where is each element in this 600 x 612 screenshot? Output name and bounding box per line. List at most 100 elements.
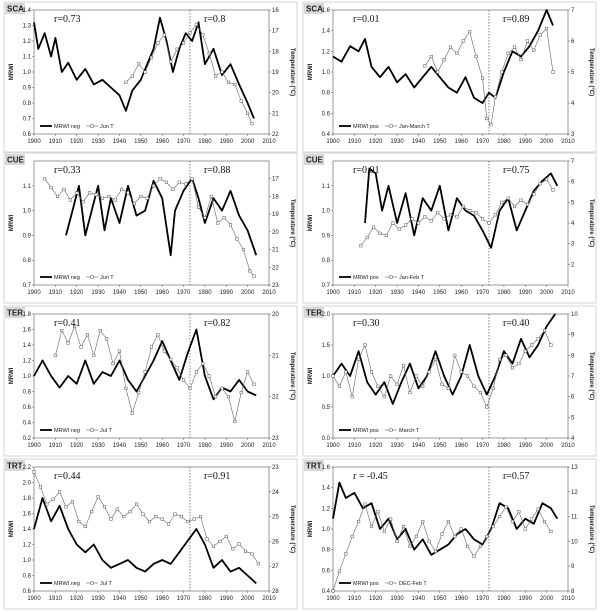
- y2-tick-label: 26: [272, 539, 279, 545]
- x-tick-label: 1910: [348, 290, 362, 296]
- series-point-temperature: [145, 196, 149, 200]
- x-tick-label: 1960: [455, 139, 469, 145]
- series-point-temperature: [173, 512, 177, 516]
- series-point-temperature: [107, 194, 111, 198]
- series-point-temperature: [102, 505, 107, 509]
- site-label: CUE: [7, 156, 25, 165]
- series-point-temperature: [513, 45, 517, 49]
- x-tick-label: 1960: [156, 443, 170, 449]
- legend-label-mrwi: MRWI pos: [353, 581, 379, 587]
- r-late-label: r=0.40: [503, 318, 529, 329]
- y2-axis-label: Temperature (°C): [588, 505, 594, 553]
- series-point-temperature: [53, 353, 57, 357]
- x-tick-label: 1920: [369, 443, 383, 449]
- x-tick-label: 1960: [455, 596, 469, 602]
- x-tick-label: 1930: [390, 139, 404, 145]
- x-tick-label: 1900: [27, 596, 41, 602]
- series-point-temperature: [147, 520, 151, 524]
- series-point-temperature: [179, 515, 183, 519]
- series-point-temperature: [545, 27, 549, 31]
- r-early-label: r=0.41: [54, 318, 80, 329]
- y-tick-label: 0.6: [23, 589, 32, 595]
- series-point-temperature: [141, 512, 145, 516]
- x-tick-label: 1950: [134, 139, 148, 145]
- x-tick-label: 1960: [156, 596, 170, 602]
- x-tick-label: 1950: [433, 443, 447, 449]
- series-point-temperature: [448, 213, 453, 217]
- x-tick-label: 1940: [412, 139, 426, 145]
- series-point-temperature: [94, 193, 98, 197]
- r-early-label: r=0.01: [353, 165, 379, 176]
- series-point-temperature: [43, 177, 47, 181]
- series-point-temperature: [466, 374, 470, 378]
- x-tick-label: 1970: [476, 443, 490, 449]
- legend-label-mrwi: MRWI neg: [54, 124, 80, 130]
- y-tick-label: 0.0: [322, 436, 331, 442]
- x-tick-label: 1920: [369, 290, 383, 296]
- x-tick-label: 2010: [262, 443, 276, 449]
- x-tick-label: 2000: [540, 290, 554, 296]
- x-tick-label: 2000: [540, 443, 554, 449]
- x-tick-label: 1940: [113, 596, 127, 602]
- y2-tick-label: 7: [571, 159, 575, 165]
- x-tick-label: 1970: [476, 290, 490, 296]
- series-point-temperature: [96, 495, 100, 499]
- series-point-temperature: [162, 33, 166, 37]
- series-point-temperature: [376, 384, 380, 388]
- series-line-mrwi: [332, 9, 554, 104]
- series-point-temperature: [239, 390, 243, 395]
- series-line-mrwi: [332, 481, 559, 556]
- x-tick-label: 1980: [497, 290, 511, 296]
- y2-tick-label: 19: [272, 212, 279, 218]
- x-tick-label: 2010: [262, 596, 276, 602]
- series-point-temperature: [143, 370, 147, 374]
- y2-tick-label: 18: [272, 49, 279, 55]
- series-point-temperature: [139, 194, 143, 198]
- series-point-temperature: [389, 517, 393, 521]
- series-point-temperature: [472, 384, 476, 388]
- y-axis-label: MRWI: [9, 63, 15, 80]
- series-point-temperature: [461, 204, 465, 209]
- legend-marker-temperature: [90, 124, 94, 128]
- y-tick-label: 0.4: [322, 132, 331, 138]
- series-point-temperature: [60, 328, 64, 333]
- series-point-temperature: [376, 510, 380, 514]
- series-point-temperature: [357, 357, 361, 362]
- series-point-temperature: [124, 386, 128, 390]
- y2-tick-label: 9: [571, 564, 575, 570]
- series-point-temperature: [237, 542, 241, 546]
- series-point-temperature: [491, 386, 495, 390]
- series-point-temperature: [551, 188, 555, 192]
- x-tick-label: 2000: [540, 596, 554, 602]
- y2-tick-label: 20: [272, 312, 279, 318]
- series-point-temperature: [414, 534, 418, 538]
- y-tick-label: 2.2: [23, 465, 32, 471]
- y-tick-label: 1.1: [322, 184, 331, 190]
- series-point-temperature: [55, 194, 60, 198]
- series-point-temperature: [243, 549, 248, 553]
- series-point-temperature: [359, 244, 363, 248]
- y2-tick-label: 20: [272, 91, 279, 97]
- series-point-temperature: [365, 235, 369, 240]
- series-point-temperature: [134, 502, 139, 506]
- x-tick-label: 1930: [91, 596, 105, 602]
- series-point-temperature: [436, 211, 440, 215]
- x-tick-label: 2000: [540, 139, 554, 145]
- series-point-temperature: [218, 539, 222, 543]
- series-point-temperature: [51, 497, 55, 501]
- panel-cue-right: CUE 1900 1910 1920 1930 1940 1950 1960 1970 1980 1…: [302, 152, 597, 304]
- series-point-temperature: [498, 515, 502, 519]
- series-point-temperature: [530, 343, 534, 347]
- x-tick-label: 1980: [198, 596, 212, 602]
- series-point-temperature: [506, 196, 510, 200]
- series-point-temperature: [350, 395, 354, 399]
- site-badge: [304, 460, 324, 471]
- series-point-temperature: [120, 187, 124, 191]
- series-point-temperature: [220, 70, 224, 74]
- series-point-temperature: [427, 370, 431, 374]
- r-late-label: r=0.91: [204, 471, 230, 482]
- series-point-temperature: [468, 209, 472, 213]
- x-tick-label: 1910: [49, 139, 63, 145]
- series-point-temperature: [154, 515, 158, 519]
